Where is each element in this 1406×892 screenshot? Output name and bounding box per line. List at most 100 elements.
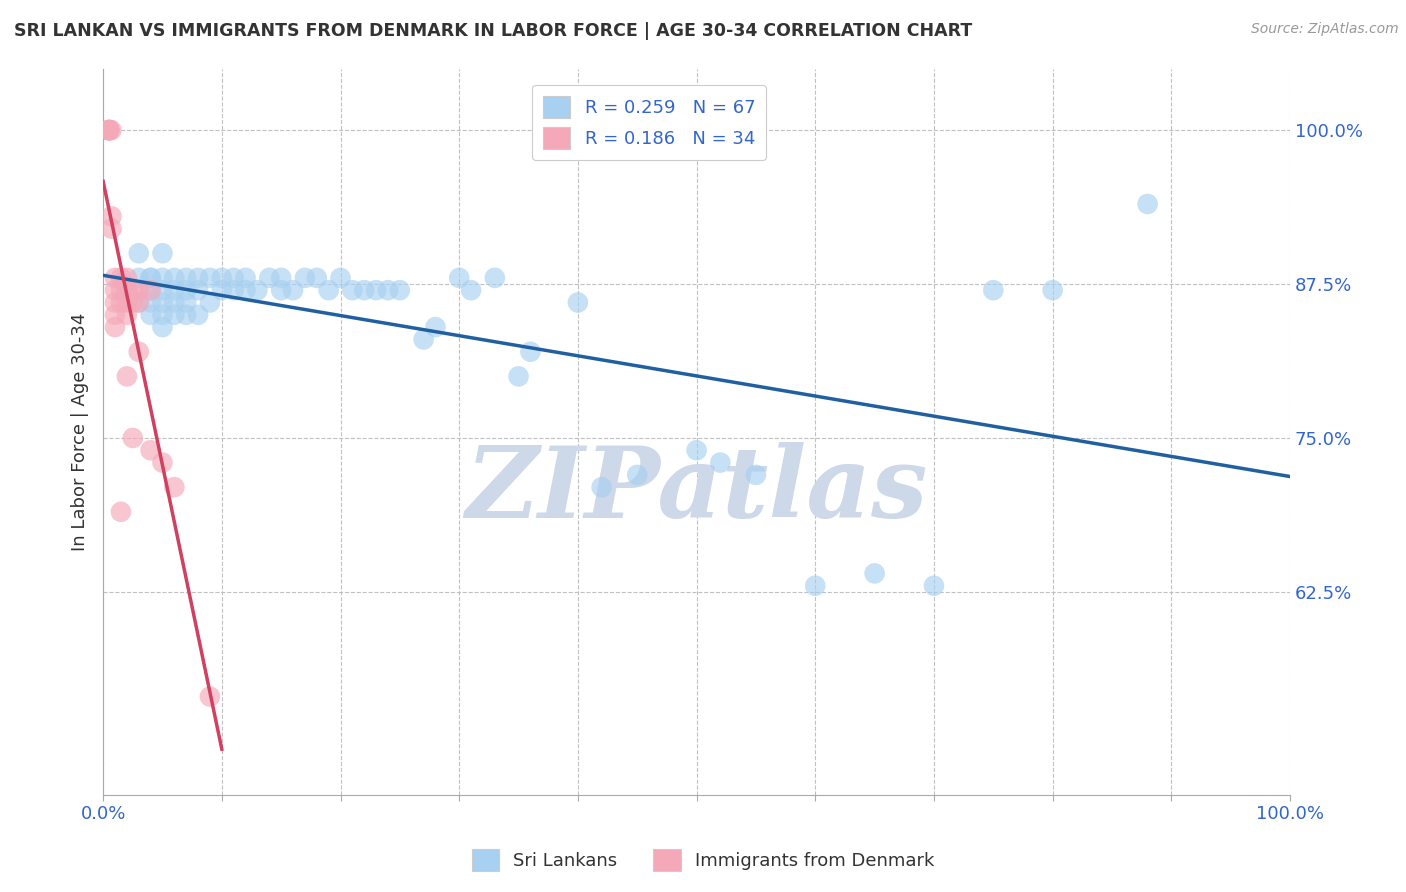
Point — [235, 271, 257, 285]
Point — [222, 283, 245, 297]
Point — [235, 283, 257, 297]
Point — [198, 295, 221, 310]
Point — [104, 308, 127, 322]
Point — [128, 295, 150, 310]
Point — [174, 271, 197, 285]
Point — [152, 246, 174, 260]
Point — [353, 283, 375, 297]
Point — [270, 283, 292, 297]
Point — [377, 283, 399, 297]
Point — [709, 456, 731, 470]
Point — [115, 295, 138, 310]
Point — [139, 283, 162, 297]
Point — [211, 271, 233, 285]
Point — [519, 344, 541, 359]
Point — [100, 123, 122, 137]
Point — [187, 308, 209, 322]
Point — [98, 123, 121, 137]
Point — [115, 369, 138, 384]
Point — [128, 344, 150, 359]
Point — [139, 295, 162, 310]
Point — [115, 283, 138, 297]
Y-axis label: In Labor Force | Age 30-34: In Labor Force | Age 30-34 — [72, 312, 89, 551]
Point — [198, 271, 221, 285]
Point — [98, 123, 121, 137]
Text: Source: ZipAtlas.com: Source: ZipAtlas.com — [1251, 22, 1399, 37]
Point — [187, 283, 209, 297]
Point — [152, 271, 174, 285]
Point — [198, 690, 221, 704]
Point — [163, 480, 186, 494]
Point — [152, 456, 174, 470]
Point — [104, 271, 127, 285]
Point — [152, 283, 174, 297]
Legend: R = 0.259   N = 67, R = 0.186   N = 34: R = 0.259 N = 67, R = 0.186 N = 34 — [533, 85, 766, 160]
Point — [100, 221, 122, 235]
Point — [128, 295, 150, 310]
Point — [211, 283, 233, 297]
Point — [139, 443, 162, 458]
Point — [318, 283, 340, 297]
Text: ZIPatlas: ZIPatlas — [465, 442, 928, 538]
Point — [121, 431, 143, 445]
Point — [425, 320, 447, 334]
Point — [804, 579, 827, 593]
Point — [128, 271, 150, 285]
Point — [449, 271, 471, 285]
Point — [100, 209, 122, 223]
Point — [222, 271, 245, 285]
Legend: Sri Lankans, Immigrants from Denmark: Sri Lankans, Immigrants from Denmark — [464, 842, 942, 879]
Point — [174, 283, 197, 297]
Point — [174, 295, 197, 310]
Point — [366, 283, 388, 297]
Point — [270, 271, 292, 285]
Point — [305, 271, 328, 285]
Point — [981, 283, 1004, 297]
Point — [863, 566, 886, 581]
Point — [104, 283, 127, 297]
Point — [1136, 197, 1159, 211]
Point — [163, 308, 186, 322]
Point — [128, 246, 150, 260]
Point — [110, 295, 132, 310]
Point — [98, 123, 121, 137]
Point — [104, 320, 127, 334]
Point — [460, 283, 482, 297]
Point — [139, 271, 162, 285]
Point — [139, 271, 162, 285]
Point — [115, 271, 138, 285]
Point — [1042, 283, 1064, 297]
Point — [187, 271, 209, 285]
Point — [152, 308, 174, 322]
Point — [246, 283, 269, 297]
Point — [98, 123, 121, 137]
Point — [110, 505, 132, 519]
Point — [115, 283, 138, 297]
Point — [685, 443, 707, 458]
Point — [163, 283, 186, 297]
Point — [121, 295, 143, 310]
Point — [139, 308, 162, 322]
Point — [484, 271, 506, 285]
Point — [104, 295, 127, 310]
Point — [128, 283, 150, 297]
Point — [152, 320, 174, 334]
Point — [115, 308, 138, 322]
Point — [139, 283, 162, 297]
Point — [342, 283, 364, 297]
Point — [152, 295, 174, 310]
Point — [174, 308, 197, 322]
Point — [591, 480, 613, 494]
Point — [98, 123, 121, 137]
Point — [412, 333, 434, 347]
Point — [745, 467, 768, 482]
Point — [508, 369, 530, 384]
Point — [163, 295, 186, 310]
Point — [388, 283, 411, 297]
Point — [281, 283, 304, 297]
Point — [163, 271, 186, 285]
Point — [329, 271, 352, 285]
Point — [259, 271, 281, 285]
Point — [110, 283, 132, 297]
Point — [98, 123, 121, 137]
